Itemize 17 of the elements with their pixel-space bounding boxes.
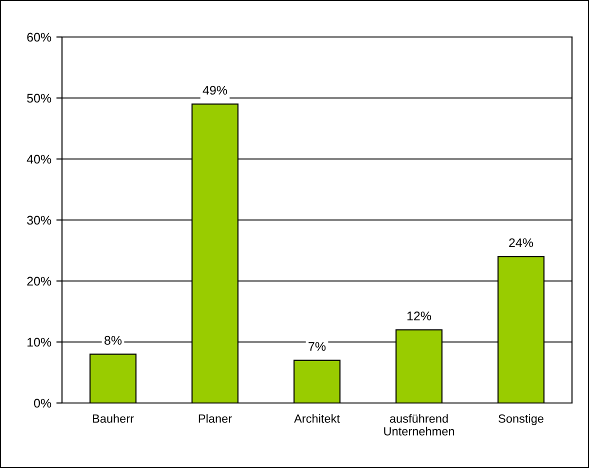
data-label: 24% (509, 238, 534, 248)
x-tick-label: Planer (198, 414, 232, 423)
data-label: 7% (308, 342, 326, 351)
y-tick-label: 0% (34, 398, 52, 408)
data-label: 49% (202, 86, 228, 95)
data-label: 8% (104, 336, 122, 345)
y-tick-label: 30% (27, 216, 52, 225)
x-tick-label: Architekt (294, 414, 340, 423)
x-tick-label: Bauherr (92, 414, 134, 423)
y-tick-label: 10% (28, 338, 52, 347)
y-tick-label: 20% (27, 276, 52, 286)
y-tick-label: 50% (27, 94, 52, 103)
y-tick-label: 40% (26, 154, 52, 164)
y-tick-label: 60% (27, 32, 52, 42)
data-label: 12% (407, 312, 432, 320)
x-tick-label: ausführend Unternehmen (384, 414, 454, 436)
x-tick-label: Sonstige (498, 414, 544, 426)
